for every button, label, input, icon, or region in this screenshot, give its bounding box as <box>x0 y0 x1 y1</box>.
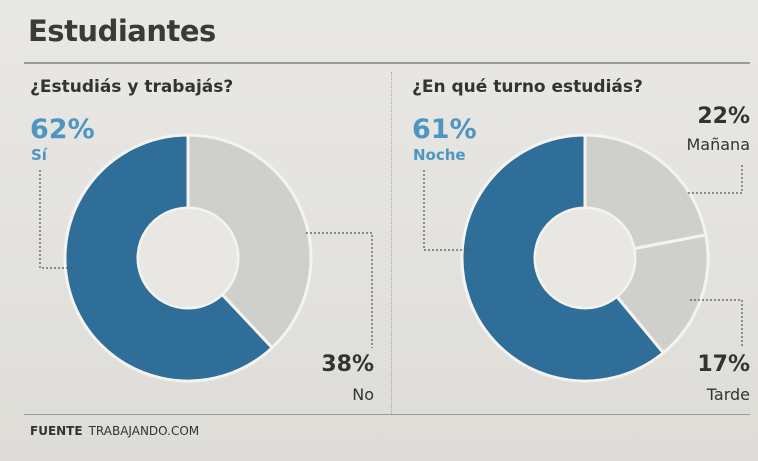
chart-1-si-percent: 62% <box>30 114 95 145</box>
chart-2-noche-leader <box>423 170 474 251</box>
source-value: TRABAJANDO.COM <box>88 424 200 438</box>
chart-1-title: ¿Estudiás y trabajás? <box>30 77 234 97</box>
column-divider <box>391 72 393 414</box>
page-title: Estudiantes <box>28 14 216 48</box>
chart-2-manana-percent: 22% <box>697 104 750 129</box>
bottom-rule <box>24 414 750 415</box>
chart-1-slice-no <box>186 133 313 350</box>
chart-1-no-leader <box>306 232 373 348</box>
chart-1-no-label: No <box>352 385 374 404</box>
source-note: FUENTE TRABAJANDO.COM <box>30 424 199 438</box>
chart-2-manana-leader <box>688 165 743 194</box>
chart-2-title: ¿En qué turno estudiás? <box>412 77 643 97</box>
chart-1-no-percent: 38% <box>321 352 374 377</box>
chart-2-donut-hole <box>536 209 634 307</box>
chart-2-slice-manana <box>583 133 708 251</box>
chart-2-tarde-percent: 17% <box>697 352 750 377</box>
chart-2-slice-tarde <box>614 233 710 355</box>
chart-2-tarde-label: Tarde <box>706 385 750 404</box>
source-label: FUENTE <box>30 424 83 438</box>
chart-2-tarde-leader <box>690 299 743 348</box>
chart-2-manana-label: Mañana <box>686 135 751 154</box>
chart-2-slice-noche <box>460 133 666 383</box>
chart-2-noche-percent: 61% <box>412 114 477 145</box>
chart-2-noche-label: Noche <box>413 146 466 164</box>
chart-1-si-label: Sí <box>31 146 47 164</box>
chart-1-donut-hole <box>139 209 237 307</box>
chart-1-si-leader <box>39 170 78 269</box>
top-rule <box>24 62 750 64</box>
chart-1-slice-si <box>63 133 275 383</box>
